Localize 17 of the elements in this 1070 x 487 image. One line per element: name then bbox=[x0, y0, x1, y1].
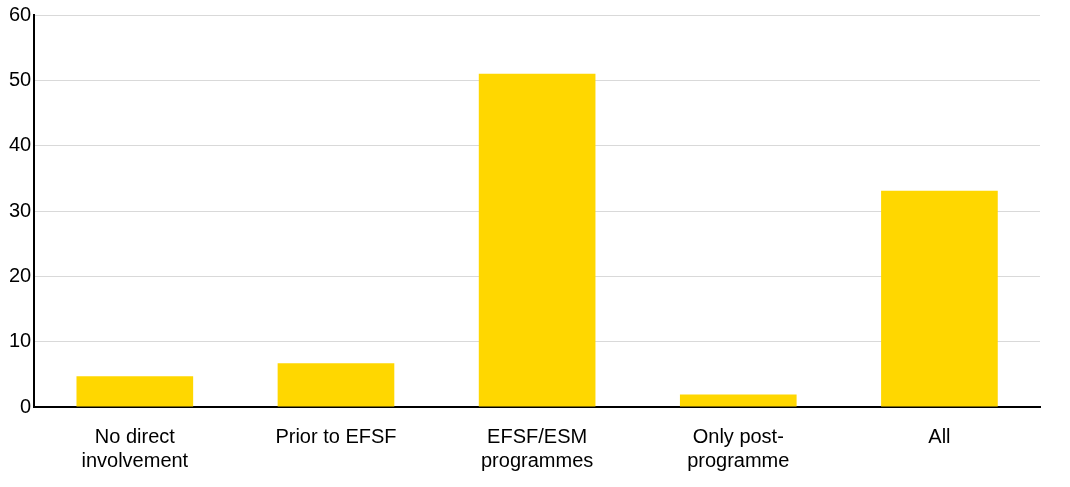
y-tick-label: 30 bbox=[9, 198, 32, 221]
x-tick-label: Only post-programme bbox=[687, 424, 790, 471]
y-tick-label: 20 bbox=[9, 263, 32, 286]
x-tick-label: EFSF/ESM programmes bbox=[480, 424, 594, 471]
bar bbox=[277, 363, 395, 407]
x-tick-label: No direct involvement bbox=[81, 424, 189, 471]
x-tick-label: Prior to EFSF bbox=[275, 424, 397, 447]
bar bbox=[76, 376, 194, 407]
bar bbox=[478, 73, 596, 407]
y-tick-label: 40 bbox=[9, 133, 32, 156]
x-tick-label: All bbox=[928, 424, 951, 447]
bar bbox=[679, 394, 797, 407]
y-tick-label: 60 bbox=[9, 2, 32, 25]
y-tick-label: 10 bbox=[9, 329, 32, 352]
bar bbox=[881, 190, 998, 407]
y-tick-label: 50 bbox=[9, 67, 32, 90]
y-tick-label: 0 bbox=[20, 394, 32, 417]
